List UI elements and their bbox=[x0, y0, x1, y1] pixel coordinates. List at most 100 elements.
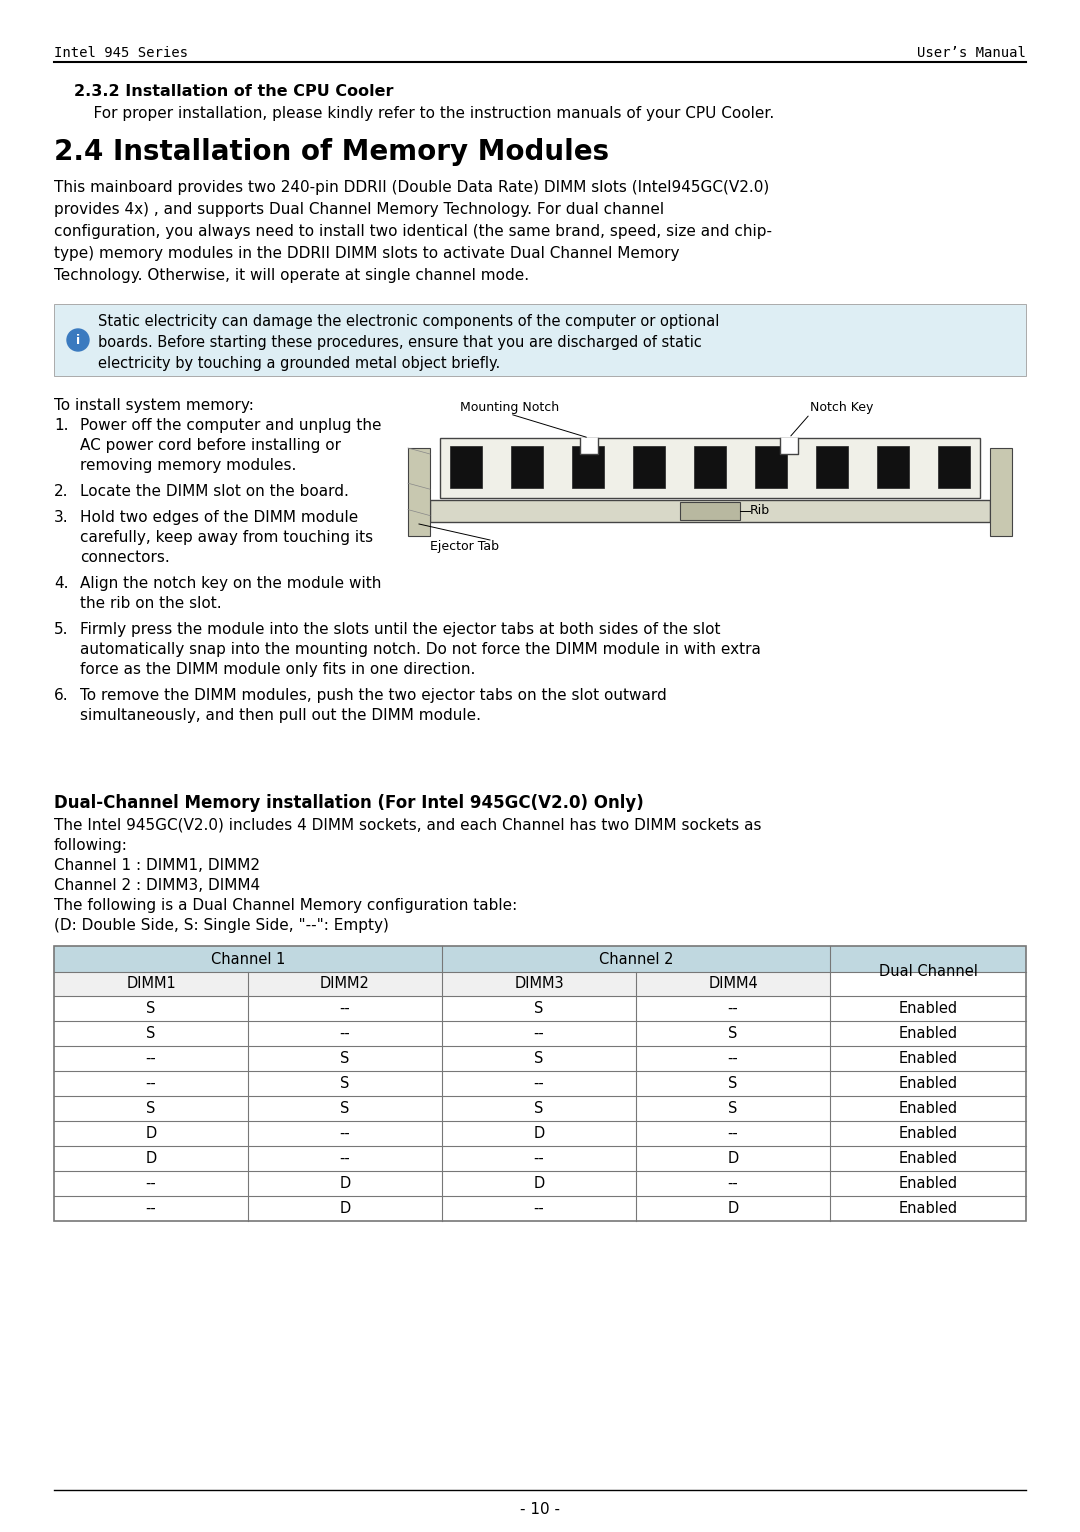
Text: Enabled: Enabled bbox=[899, 1126, 958, 1141]
Bar bbox=[54, 303, 1026, 375]
Bar bbox=[780, 438, 798, 453]
Text: 2.: 2. bbox=[54, 484, 68, 499]
Text: electricity by touching a grounded metal object briefly.: electricity by touching a grounded metal… bbox=[98, 355, 500, 371]
Text: 2.3.2 Installation of the CPU Cooler: 2.3.2 Installation of the CPU Cooler bbox=[75, 84, 393, 100]
Text: Enabled: Enabled bbox=[899, 1151, 958, 1166]
Text: Dual Channel: Dual Channel bbox=[878, 964, 977, 979]
Bar bbox=[54, 945, 1026, 971]
Text: Enabled: Enabled bbox=[899, 1102, 958, 1115]
Text: following:: following: bbox=[54, 838, 127, 853]
Text: force as the DIMM module only fits in one direction.: force as the DIMM module only fits in on… bbox=[80, 662, 475, 677]
Text: Enabled: Enabled bbox=[899, 1201, 958, 1216]
Text: Channel 1 : DIMM1, DIMM2: Channel 1 : DIMM1, DIMM2 bbox=[54, 858, 260, 873]
Text: Technology. Otherwise, it will operate at single channel mode.: Technology. Otherwise, it will operate a… bbox=[54, 268, 529, 283]
Text: D: D bbox=[534, 1177, 544, 1190]
Text: S: S bbox=[146, 1102, 156, 1115]
Text: S: S bbox=[146, 1026, 156, 1042]
Text: The Intel 945GC(V2.0) includes 4 DIMM sockets, and each Channel has two DIMM soc: The Intel 945GC(V2.0) includes 4 DIMM so… bbox=[54, 818, 761, 833]
Text: Align the notch key on the module with: Align the notch key on the module with bbox=[80, 576, 381, 591]
Text: Static electricity can damage the electronic components of the computer or optio: Static electricity can damage the electr… bbox=[98, 314, 719, 329]
Bar bbox=[816, 446, 848, 489]
Text: --: -- bbox=[728, 1000, 739, 1016]
Text: S: S bbox=[535, 1051, 543, 1066]
Bar bbox=[430, 499, 990, 522]
Text: carefully, keep away from touching its: carefully, keep away from touching its bbox=[80, 530, 373, 545]
Text: D: D bbox=[146, 1151, 157, 1166]
Text: Rib: Rib bbox=[750, 504, 770, 518]
Bar bbox=[408, 447, 430, 536]
Text: The following is a Dual Channel Memory configuration table:: The following is a Dual Channel Memory c… bbox=[54, 898, 517, 913]
Text: Mounting Notch: Mounting Notch bbox=[460, 401, 559, 414]
Text: Enabled: Enabled bbox=[899, 1000, 958, 1016]
Text: --: -- bbox=[146, 1075, 157, 1091]
Text: S: S bbox=[535, 1000, 543, 1016]
Bar bbox=[54, 945, 1026, 1221]
Text: S: S bbox=[340, 1075, 350, 1091]
Text: type) memory modules in the DDRII DIMM slots to activate Dual Channel Memory: type) memory modules in the DDRII DIMM s… bbox=[54, 247, 679, 260]
Text: D: D bbox=[727, 1201, 739, 1216]
Bar bbox=[440, 438, 980, 498]
Text: S: S bbox=[146, 1000, 156, 1016]
Text: 2.4 Installation of Memory Modules: 2.4 Installation of Memory Modules bbox=[54, 138, 609, 165]
Text: Enabled: Enabled bbox=[899, 1026, 958, 1042]
Text: DIMM3: DIMM3 bbox=[514, 976, 564, 991]
Bar bbox=[694, 446, 726, 489]
Text: To install system memory:: To install system memory: bbox=[54, 398, 254, 414]
Bar bbox=[54, 971, 831, 996]
Text: Power off the computer and unplug the: Power off the computer and unplug the bbox=[80, 418, 381, 434]
Text: Enabled: Enabled bbox=[899, 1075, 958, 1091]
Text: D: D bbox=[727, 1151, 739, 1166]
Text: --: -- bbox=[339, 1126, 350, 1141]
Text: Firmly press the module into the slots until the ejector tabs at both sides of t: Firmly press the module into the slots u… bbox=[80, 622, 720, 637]
Text: --: -- bbox=[728, 1051, 739, 1066]
Text: Channel 1: Channel 1 bbox=[211, 951, 285, 967]
Text: S: S bbox=[535, 1102, 543, 1115]
Text: boards. Before starting these procedures, ensure that you are discharged of stat: boards. Before starting these procedures… bbox=[98, 336, 702, 349]
Text: User’s Manual: User’s Manual bbox=[917, 46, 1026, 60]
Text: Dual-Channel Memory installation (For Intel 945GC(V2.0) Only): Dual-Channel Memory installation (For In… bbox=[54, 794, 644, 812]
Text: --: -- bbox=[146, 1051, 157, 1066]
Bar bbox=[580, 438, 598, 453]
Text: D: D bbox=[146, 1126, 157, 1141]
Text: --: -- bbox=[339, 1000, 350, 1016]
Text: - 10 -: - 10 - bbox=[519, 1501, 561, 1517]
Text: 6.: 6. bbox=[54, 688, 69, 703]
Text: --: -- bbox=[339, 1026, 350, 1042]
Text: S: S bbox=[340, 1051, 350, 1066]
Text: configuration, you always need to install two identical (the same brand, speed, : configuration, you always need to instal… bbox=[54, 224, 772, 239]
Text: Notch Key: Notch Key bbox=[810, 401, 874, 414]
Text: --: -- bbox=[534, 1201, 544, 1216]
Text: S: S bbox=[728, 1075, 738, 1091]
Text: Channel 2 : DIMM3, DIMM4: Channel 2 : DIMM3, DIMM4 bbox=[54, 878, 260, 893]
Text: provides 4x) , and supports Dual Channel Memory Technology. For dual channel: provides 4x) , and supports Dual Channel… bbox=[54, 202, 664, 218]
Text: --: -- bbox=[146, 1201, 157, 1216]
Circle shape bbox=[67, 329, 89, 351]
Text: --: -- bbox=[534, 1075, 544, 1091]
Text: simultaneously, and then pull out the DIMM module.: simultaneously, and then pull out the DI… bbox=[80, 708, 481, 723]
Text: To remove the DIMM modules, push the two ejector tabs on the slot outward: To remove the DIMM modules, push the two… bbox=[80, 688, 666, 703]
Text: i: i bbox=[76, 334, 80, 346]
Text: --: -- bbox=[728, 1126, 739, 1141]
Bar bbox=[680, 502, 740, 519]
Text: --: -- bbox=[728, 1177, 739, 1190]
Text: AC power cord before installing or: AC power cord before installing or bbox=[80, 438, 341, 453]
Text: connectors.: connectors. bbox=[80, 550, 170, 565]
Text: 4.: 4. bbox=[54, 576, 68, 591]
Text: S: S bbox=[340, 1102, 350, 1115]
Text: Hold two edges of the DIMM module: Hold two edges of the DIMM module bbox=[80, 510, 359, 525]
Text: DIMM1: DIMM1 bbox=[126, 976, 176, 991]
Text: removing memory modules.: removing memory modules. bbox=[80, 458, 296, 473]
Bar bbox=[877, 446, 909, 489]
Text: the rib on the slot.: the rib on the slot. bbox=[80, 596, 221, 611]
Bar bbox=[633, 446, 665, 489]
Text: 3.: 3. bbox=[54, 510, 69, 525]
Text: Ejector Tab: Ejector Tab bbox=[430, 539, 499, 553]
Text: Enabled: Enabled bbox=[899, 1051, 958, 1066]
Text: --: -- bbox=[146, 1177, 157, 1190]
Bar bbox=[755, 446, 787, 489]
Text: Channel 2: Channel 2 bbox=[598, 951, 673, 967]
Text: This mainboard provides two 240-pin DDRII (Double Data Rate) DIMM slots (Intel94: This mainboard provides two 240-pin DDRI… bbox=[54, 179, 769, 195]
Text: --: -- bbox=[339, 1151, 350, 1166]
Text: D: D bbox=[534, 1126, 544, 1141]
Text: DIMM4: DIMM4 bbox=[708, 976, 758, 991]
